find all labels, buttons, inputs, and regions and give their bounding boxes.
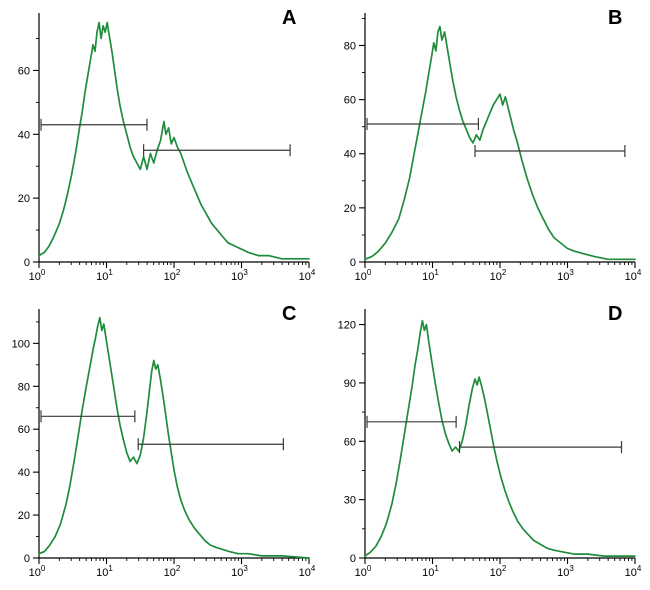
svg-text:20: 20 [18, 193, 30, 205]
svg-text:120: 120 [338, 320, 356, 332]
svg-text:104: 104 [299, 268, 316, 283]
svg-text:101: 101 [422, 268, 439, 283]
svg-text:100: 100 [29, 564, 46, 579]
svg-text:104: 104 [625, 268, 642, 283]
svg-text:101: 101 [96, 268, 113, 283]
svg-text:100: 100 [355, 564, 372, 579]
svg-text:102: 102 [164, 268, 181, 283]
svg-text:40: 40 [344, 149, 356, 161]
svg-text:102: 102 [490, 564, 507, 579]
svg-text:103: 103 [231, 268, 248, 283]
svg-text:40: 40 [18, 129, 30, 141]
svg-text:100: 100 [29, 268, 46, 283]
svg-text:101: 101 [422, 564, 439, 579]
svg-text:104: 104 [625, 564, 642, 579]
svg-text:0: 0 [350, 553, 356, 565]
svg-text:103: 103 [231, 564, 248, 579]
svg-text:104: 104 [299, 564, 316, 579]
histogram-plot-a: 100 101 102 103 104 0 20 40 60 [18, 13, 316, 283]
svg-text:0: 0 [350, 257, 356, 269]
histogram-panel-c: 100 101 102 103 104 0 20 40 60 80 100 C [3, 299, 321, 584]
svg-text:60: 60 [344, 436, 356, 448]
svg-text:101: 101 [96, 564, 113, 579]
histogram-panel-a: 100 101 102 103 104 0 20 40 60 A [3, 3, 321, 288]
histogram-plot-b: 100 101 102 103 104 0 20 40 60 80 [344, 13, 642, 283]
svg-text:40: 40 [18, 467, 30, 479]
panel-label-a: A [282, 7, 297, 29]
svg-text:90: 90 [344, 378, 356, 390]
svg-text:20: 20 [18, 510, 30, 522]
svg-text:30: 30 [344, 495, 356, 507]
svg-text:102: 102 [164, 564, 181, 579]
svg-text:60: 60 [18, 65, 30, 77]
svg-text:0: 0 [24, 257, 30, 269]
panel-label-c: C [282, 303, 297, 325]
svg-text:20: 20 [344, 203, 356, 215]
svg-text:100: 100 [355, 268, 372, 283]
svg-text:103: 103 [557, 268, 574, 283]
svg-text:100: 100 [12, 338, 30, 350]
panel-label-b: B [608, 7, 623, 29]
svg-text:102: 102 [490, 268, 507, 283]
histogram-panel-d: 100 101 102 103 104 0 30 60 90 120 D [329, 299, 647, 584]
svg-text:80: 80 [18, 381, 30, 393]
svg-text:80: 80 [344, 40, 356, 52]
svg-text:60: 60 [344, 95, 356, 107]
histogram-panel-b: 100 101 102 103 104 0 20 40 60 80 B [329, 3, 647, 288]
panel-label-d: D [608, 303, 623, 325]
histogram-plot-c: 100 101 102 103 104 0 20 40 60 80 100 [12, 309, 316, 579]
svg-text:60: 60 [18, 424, 30, 436]
svg-text:103: 103 [557, 564, 574, 579]
svg-text:0: 0 [24, 553, 30, 565]
histogram-plot-d: 100 101 102 103 104 0 30 60 90 120 [338, 309, 642, 579]
